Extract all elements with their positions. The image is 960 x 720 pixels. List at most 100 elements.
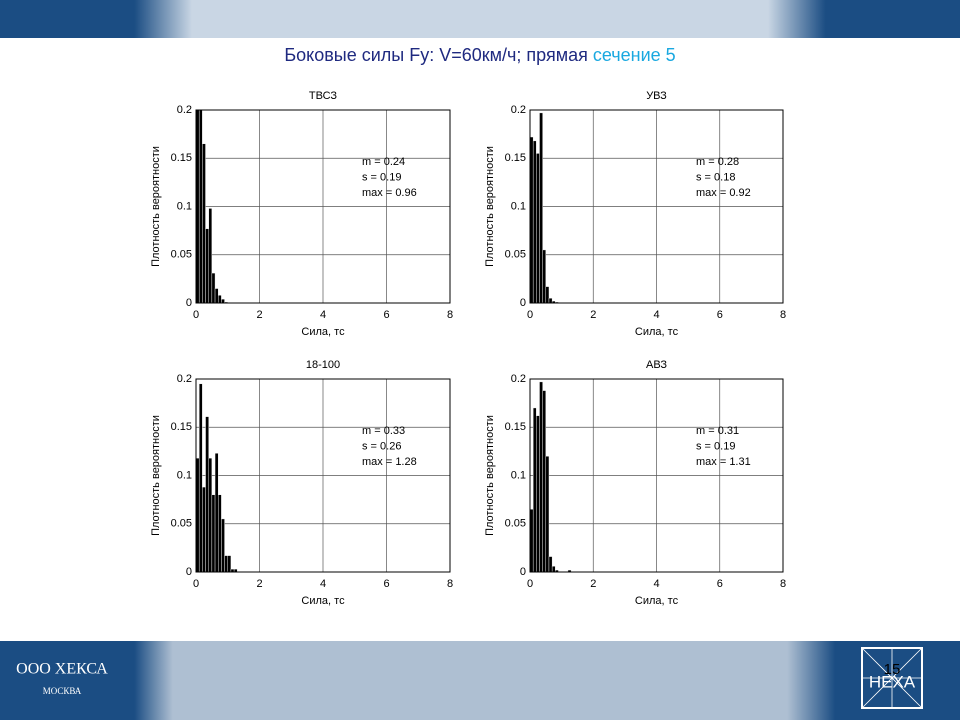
bar [545,286,550,303]
logo-lines [861,647,923,709]
bar [224,555,228,572]
axes-frame [529,378,784,573]
bar [211,494,216,572]
bar [542,249,547,303]
x-tick-label: 4 [653,309,659,321]
chart: 0 0.05 0.1 0.15 0.2 0 2 4 6 8 УВЗ Сила, тс Плотность… [484,90,786,338]
x-tick-label: 8 [780,578,786,590]
y-tick-label: 0.05 [505,518,526,530]
bar [202,143,206,303]
annotation: m = 0.31 [696,425,739,437]
bar [555,569,559,572]
bar [211,272,216,303]
y-tick-label: 0.2 [511,373,526,385]
bar [548,556,553,572]
bar [221,518,225,572]
bar [539,112,543,303]
x-tick-label: 0 [193,578,199,590]
x-tick-label: 6 [717,309,723,321]
x-tick-label: 2 [590,578,596,590]
annotation: max = 0.96 [362,187,417,199]
x-axis-label: Сила, тс [635,595,679,607]
x-tick-label: 0 [193,309,199,321]
y-axis-label: Плотность вероятности [150,415,162,536]
bar [221,298,225,303]
axes-frame [529,109,784,304]
annotation: max = 0.92 [696,187,751,199]
x-tick-label: 6 [383,309,389,321]
x-tick-label: 8 [447,309,453,321]
bars [196,383,238,572]
x-tick-label: 2 [590,309,596,321]
page-number: 15 [884,661,901,678]
bar [198,383,203,572]
bar [532,140,537,303]
chart-title: УВЗ [646,90,667,102]
y-tick-label: 0.15 [171,421,192,433]
y-tick-label: 0.05 [171,249,192,261]
axes-frame [195,109,451,304]
x-tick-label: 6 [383,578,389,590]
y-tick-label: 0.2 [177,104,192,116]
y-tick-label: 0.1 [511,200,526,212]
annotation: s = 0.18 [696,171,735,183]
bar [227,555,232,572]
bar [218,494,222,572]
y-tick-label: 0.15 [171,152,192,164]
bar [205,228,209,303]
chart: 0 0.05 0.1 0.15 0.2 0 2 4 6 8 ТВСЗ Сила, тс Плотност… [150,90,453,338]
y-axis-label: Плотность вероятности [484,415,496,536]
y-tick-label: 0 [186,566,192,578]
x-tick-label: 8 [447,578,453,590]
chart: 0 0.05 0.1 0.15 0.2 0 2 4 6 8 18-100 Сила, тс Плотно… [150,359,453,607]
bar [536,415,540,572]
y-tick-label: 0.2 [177,373,192,385]
bar [214,453,219,572]
annotation: s = 0.26 [362,440,401,452]
x-tick-label: 4 [320,578,326,590]
chart: 0 0.05 0.1 0.15 0.2 0 2 4 6 8 АВЗ Сила, тс Плотность… [484,359,786,607]
axes-frame [195,378,451,573]
y-tick-label: 0.15 [505,421,526,433]
title-part: сечение 5 [593,45,676,65]
y-tick-label: 0.1 [177,469,192,481]
bar [218,295,222,303]
annotation: s = 0.19 [696,440,735,452]
bar [539,381,543,572]
annotation: max = 1.31 [696,456,751,468]
x-tick-label: 0 [527,309,533,321]
title-part: Боковые силы Fy: V=60км/ч; прямая [284,45,588,65]
bar [205,416,209,572]
y-axis-label: Плотность вероятности [150,146,162,267]
city: МОСКВА [43,686,82,696]
annotation: m = 0.33 [362,425,405,437]
x-tick-label: 8 [780,309,786,321]
y-tick-label: 0 [186,297,192,309]
x-tick-label: 4 [320,309,326,321]
y-tick-label: 0.1 [511,469,526,481]
y-tick-label: 0.1 [177,200,192,212]
bar [202,486,206,572]
y-tick-label: 0.05 [171,518,192,530]
x-axis-label: Сила, тс [635,326,679,338]
annotation: m = 0.24 [362,156,405,168]
slide-title: Боковые силы Fy: V=60км/ч; прямая сечени… [284,45,675,65]
company: ООО ХЕКСА [16,661,108,678]
bar [567,569,572,572]
bar [548,297,553,303]
y-tick-label: 0 [520,566,526,578]
y-tick-label: 0 [520,297,526,309]
bar [208,208,213,303]
y-axis-label: Плотность вероятности [484,146,496,267]
x-axis-label: Сила, тс [301,326,345,338]
annotation: max = 1.28 [362,456,417,468]
footer-band [0,641,960,720]
annotation: m = 0.28 [696,156,739,168]
bar [214,288,219,303]
bar [542,390,547,572]
x-tick-label: 2 [256,578,262,590]
y-tick-label: 0.2 [511,104,526,116]
x-tick-label: 0 [527,578,533,590]
